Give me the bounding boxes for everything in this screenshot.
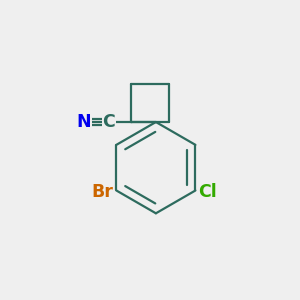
Text: N: N — [76, 113, 91, 131]
Text: Cl: Cl — [198, 183, 217, 201]
Text: C: C — [102, 113, 115, 131]
Text: Br: Br — [92, 183, 113, 201]
